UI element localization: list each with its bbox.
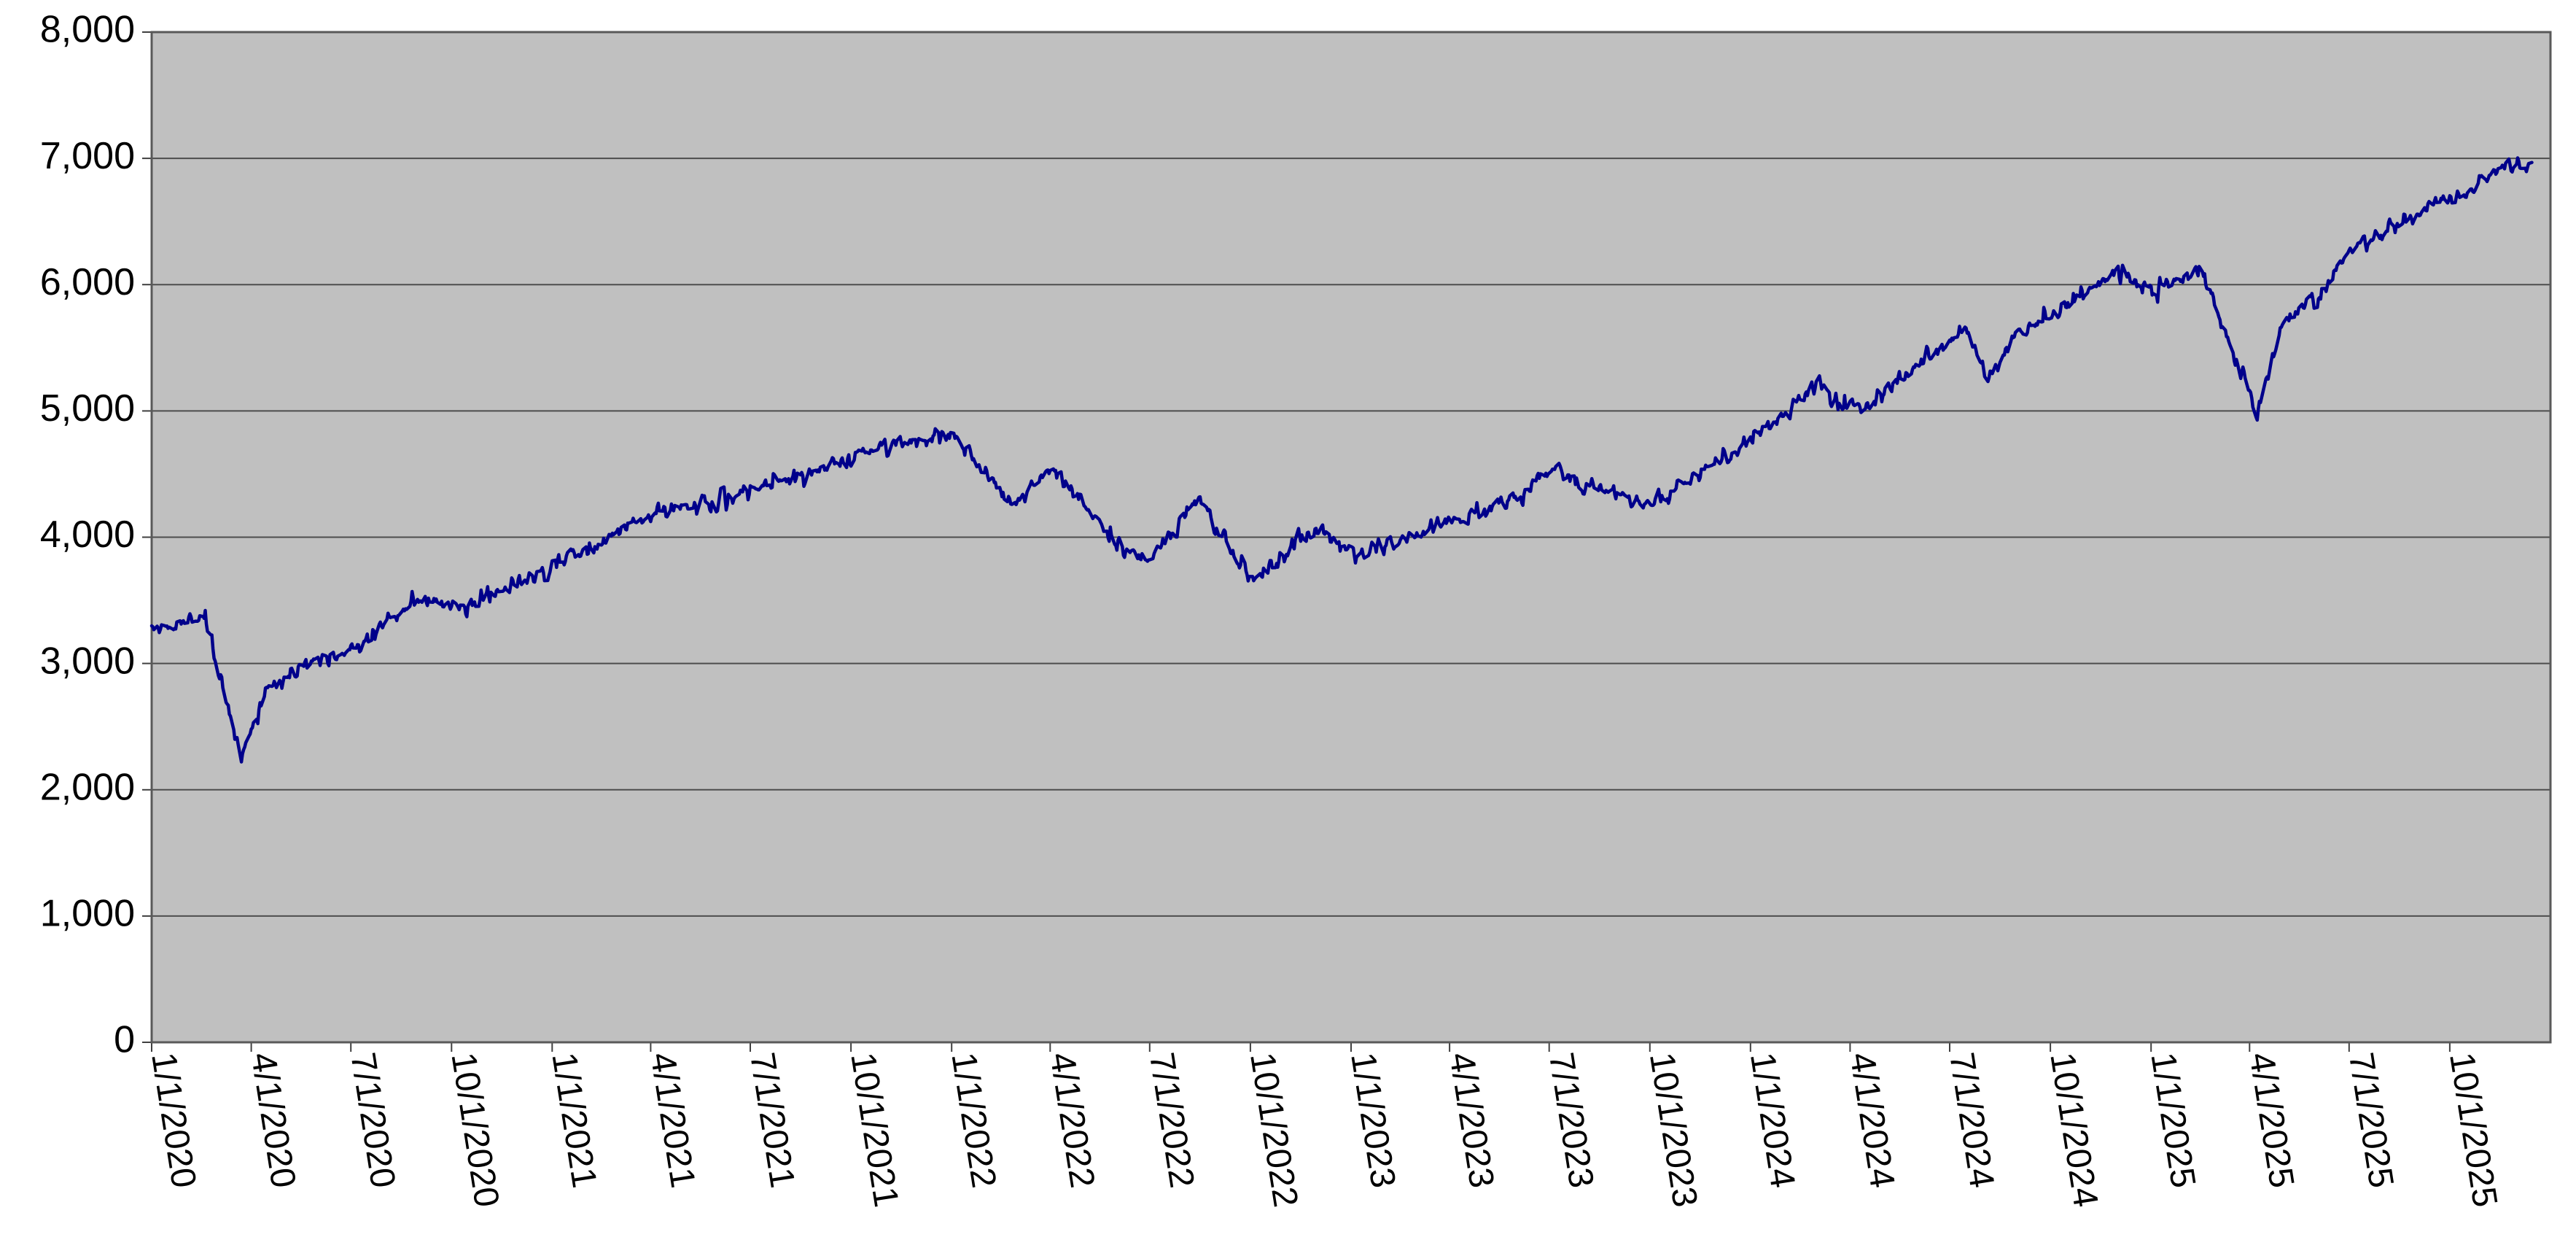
svg-text:4,000: 4,000 <box>40 513 135 556</box>
svg-text:8,000: 8,000 <box>40 9 135 51</box>
svg-text:6,000: 6,000 <box>40 261 135 303</box>
svg-text:2,000: 2,000 <box>40 767 135 809</box>
svg-text:3,000: 3,000 <box>40 640 135 682</box>
svg-text:7,000: 7,000 <box>40 135 135 177</box>
svg-text:5,000: 5,000 <box>40 387 135 430</box>
svg-text:1,000: 1,000 <box>40 893 135 935</box>
svg-text:0: 0 <box>114 1019 135 1061</box>
